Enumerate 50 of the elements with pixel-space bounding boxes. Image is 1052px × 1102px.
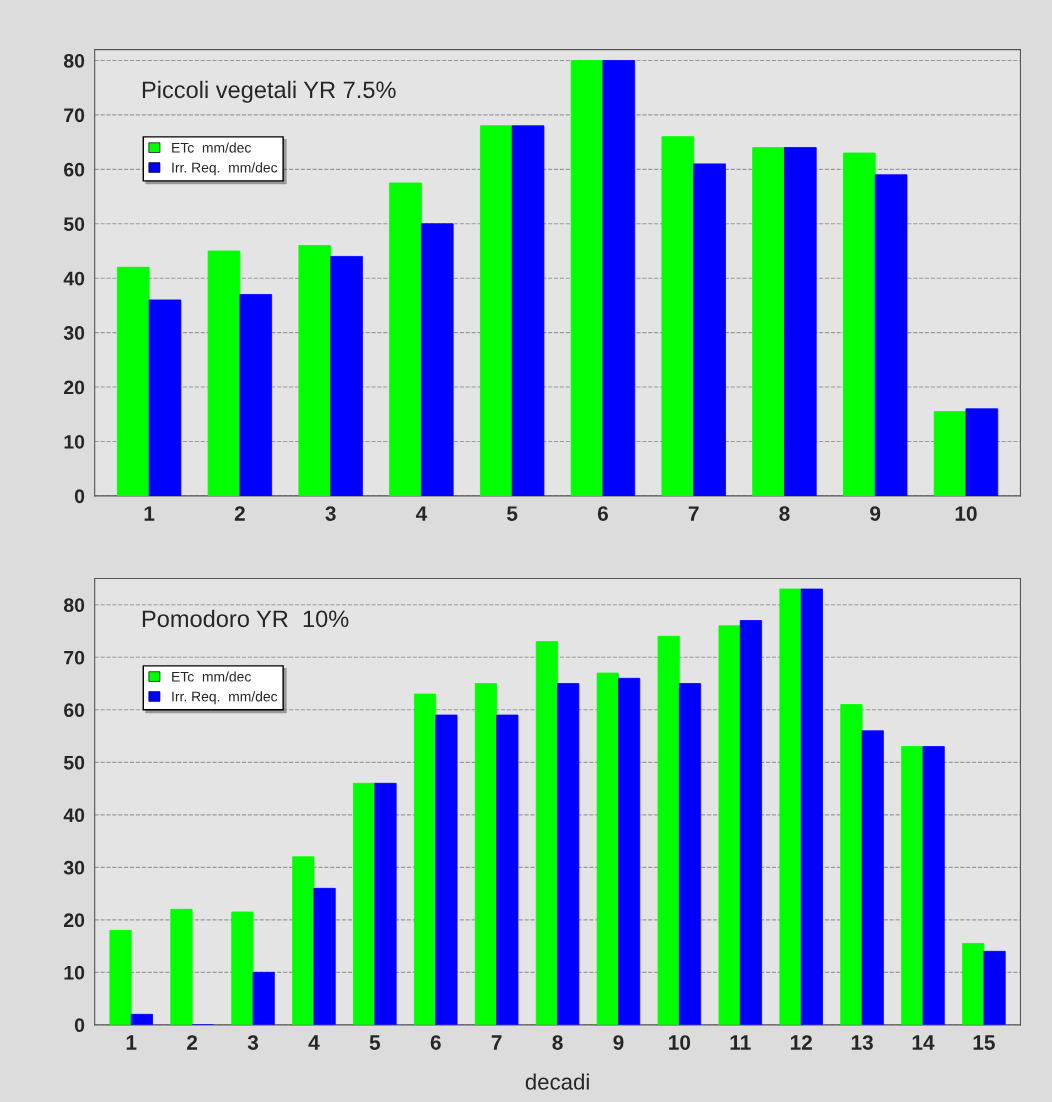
legend-label: ETc mm/dec (172, 671, 251, 682)
y-tick-label: 0 (74, 489, 85, 504)
x-tick-label: 6 (430, 1035, 441, 1050)
x-tick-label: 4 (308, 1035, 320, 1050)
x-tick-label: 8 (552, 1035, 563, 1050)
y-tick-label: 60 (64, 703, 85, 718)
y-tick-label: 50 (63, 755, 85, 770)
x-tick-label: 1 (144, 506, 155, 521)
legend-label: ETc mm/dec (172, 142, 251, 153)
x-tick-label: 7 (688, 506, 699, 521)
x-tick-label: 5 (369, 1035, 381, 1050)
y-tick-label: 80 (63, 53, 85, 68)
x-tick-label: 2 (187, 1035, 198, 1050)
x-tick-label: 6 (597, 506, 608, 521)
y-tick-label: 60 (64, 162, 85, 177)
x-tick-label: 14 (912, 1035, 935, 1050)
legend-label: Irr. Req. mm/dec (172, 691, 278, 705)
y-tick-label: 30 (63, 326, 85, 340)
x-tick-label: 2 (234, 506, 245, 521)
x-tick-label: 10 (955, 506, 977, 521)
y-tick-label: 20 (64, 380, 85, 395)
y-tick-label: 50 (63, 217, 85, 231)
x-tick-label: 4 (415, 506, 428, 521)
x-tick-label: 7 (491, 1035, 502, 1050)
y-tick-label: 0 (74, 1018, 85, 1033)
y-tick-label: 70 (64, 108, 85, 123)
x-tick-label: 3 (325, 506, 336, 521)
x-tick-label: 9 (613, 1035, 624, 1050)
x-tick-label: 8 (779, 506, 790, 521)
x-tick-label: 13 (851, 1035, 873, 1050)
x-tick-label: 5 (507, 506, 518, 521)
x-axis-title: decadi (525, 1073, 589, 1090)
x-tick-label: 3 (247, 1035, 259, 1050)
x-tick-label: 12 (790, 1035, 812, 1050)
x-tick-label: 10 (669, 1035, 691, 1050)
y-tick-label: 70 (64, 650, 85, 665)
y-tick-label: 40 (63, 808, 85, 823)
x-tick-label: 15 (973, 1035, 995, 1050)
text: Piccoli vegetali YR 7.5% (142, 80, 396, 103)
y-tick-label: 10 (64, 965, 85, 980)
y-tick-label: 30 (63, 860, 85, 875)
x-tick-label: 9 (870, 506, 881, 521)
y-tick-label: 10 (64, 434, 85, 449)
y-tick-label: 40 (63, 271, 85, 286)
y-tick-label: 20 (64, 913, 85, 928)
legend-label: Irr. Req. mm/dec (172, 162, 278, 176)
x-tick-label: 11 (730, 1035, 751, 1050)
y-tick-label: 80 (63, 598, 85, 613)
text: Pomodoro YR 10% (142, 609, 349, 628)
x-tick-label: 1 (126, 1035, 137, 1050)
